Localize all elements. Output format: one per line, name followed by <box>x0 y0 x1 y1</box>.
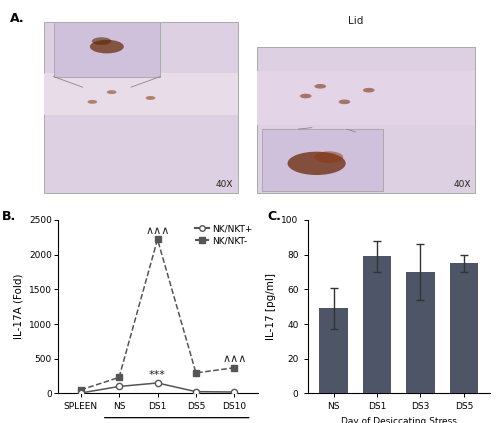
X-axis label: Day of Desiccating Stress: Day of Desiccating Stress <box>341 417 456 423</box>
Bar <box>450 263 478 393</box>
Circle shape <box>146 96 156 100</box>
Circle shape <box>338 99 350 104</box>
Circle shape <box>288 152 346 175</box>
Bar <box>257 47 476 193</box>
Bar <box>54 22 160 77</box>
Circle shape <box>314 151 344 163</box>
Bar <box>320 308 347 393</box>
Circle shape <box>92 37 111 45</box>
Circle shape <box>90 40 124 53</box>
Text: Lid: Lid <box>348 16 363 26</box>
Bar <box>262 129 384 191</box>
Circle shape <box>107 90 117 94</box>
Bar <box>44 73 238 115</box>
Bar <box>363 256 391 393</box>
Bar <box>44 22 238 193</box>
Bar <box>257 71 476 125</box>
Text: 40X: 40X <box>216 181 233 190</box>
Text: C.: C. <box>268 209 281 222</box>
Circle shape <box>363 88 374 93</box>
Legend: NK/NKT+, NK/NKT-: NK/NKT+, NK/NKT- <box>196 225 253 245</box>
Text: A.: A. <box>10 12 24 25</box>
Bar <box>406 272 434 393</box>
Text: ***: *** <box>149 370 166 379</box>
Circle shape <box>300 93 312 99</box>
Text: B.: B. <box>2 209 16 222</box>
Text: ∧∧∧: ∧∧∧ <box>146 226 170 236</box>
Y-axis label: IL-17A (Fold): IL-17A (Fold) <box>14 274 24 339</box>
Y-axis label: IL-17 [pg/ml]: IL-17 [pg/ml] <box>266 273 276 340</box>
Circle shape <box>88 100 97 104</box>
Text: ∧∧∧: ∧∧∧ <box>222 354 246 364</box>
Circle shape <box>314 84 326 89</box>
Text: 40X: 40X <box>453 181 470 190</box>
